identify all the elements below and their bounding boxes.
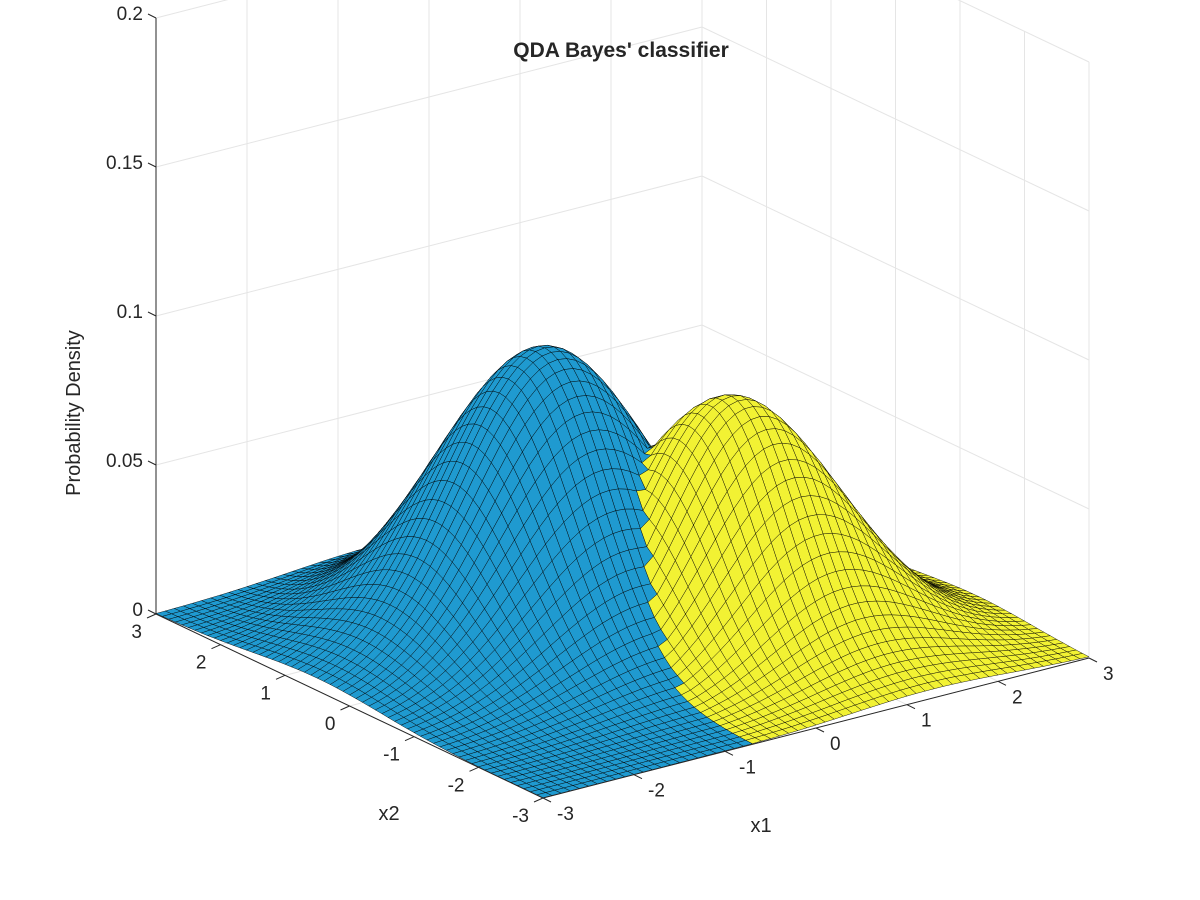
x-tick-mark xyxy=(815,727,825,733)
y-tick-mark xyxy=(533,797,544,803)
x-tick-label: 3 xyxy=(1103,664,1114,685)
z-axis-label: Probability Density xyxy=(63,330,85,496)
z-tick-mark xyxy=(147,162,157,168)
x-tick-mark xyxy=(724,750,734,756)
y-tick-mark xyxy=(146,613,157,619)
z-tick-label: 0.05 xyxy=(106,451,143,472)
grid-line xyxy=(701,26,1090,212)
z-tick-mark xyxy=(147,460,157,466)
surface-layer xyxy=(155,344,1090,799)
x-tick-label: -1 xyxy=(739,757,756,778)
y-tick-label: 1 xyxy=(260,683,271,704)
x-tick-mark xyxy=(633,774,643,780)
grid-line xyxy=(155,324,703,466)
x-tick-label: 1 xyxy=(921,711,932,732)
x-axis-label: x1 xyxy=(750,815,771,837)
y-tick-label: -1 xyxy=(383,745,400,766)
grid-line xyxy=(155,175,703,317)
y-tick-mark xyxy=(469,766,479,772)
y-tick-label: 0 xyxy=(325,714,336,735)
x-tick-mark xyxy=(542,797,552,803)
x-tick-mark xyxy=(997,680,1007,686)
x-tick-label: -2 xyxy=(648,781,665,802)
y-tick-mark xyxy=(211,644,221,650)
y-tick-mark xyxy=(340,705,350,711)
grid-line xyxy=(701,175,1090,361)
grid-line xyxy=(701,324,1090,510)
y-tick-mark xyxy=(275,674,286,680)
x-tick-mark xyxy=(1088,657,1098,663)
z-tick-label: 0.1 xyxy=(117,302,143,323)
x-tick-label: -3 xyxy=(557,804,574,825)
z-tick-mark xyxy=(147,13,157,19)
x-tick-label: 0 xyxy=(830,734,841,755)
y-tick-label: -3 xyxy=(512,806,529,827)
chart-title: QDA Bayes' classifier xyxy=(513,39,729,62)
z-tick-label: 0.2 xyxy=(117,4,143,25)
z-tick-mark xyxy=(147,609,157,615)
x-tick-mark xyxy=(906,704,916,710)
y-tick-mark xyxy=(404,736,415,742)
y-tick-label: 2 xyxy=(196,653,207,674)
x-tick-label: 2 xyxy=(1012,687,1023,708)
y-tick-label: 3 xyxy=(131,622,142,643)
grid-line xyxy=(957,0,1090,63)
z-tick-label: 0.15 xyxy=(106,153,143,174)
z-tick-mark xyxy=(147,311,157,317)
y-axis-label: x2 xyxy=(378,803,399,825)
grid-line xyxy=(155,26,703,168)
y-tick-label: -2 xyxy=(448,775,465,796)
z-tick-label: 0 xyxy=(132,600,143,621)
